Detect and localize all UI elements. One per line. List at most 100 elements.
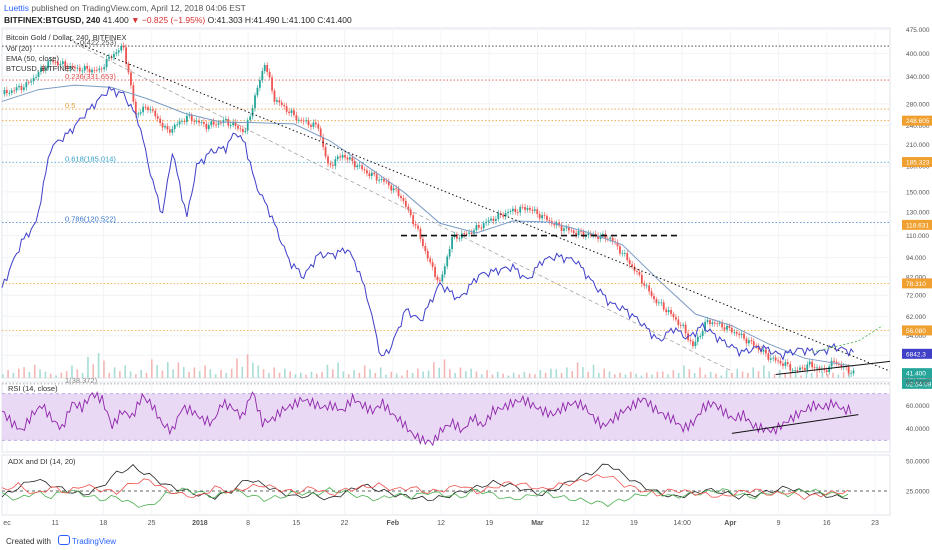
- candle-body: [419, 228, 422, 239]
- candle-body: [220, 122, 222, 124]
- candle-body: [61, 61, 64, 65]
- candle-body: [414, 224, 417, 226]
- candle-body: [59, 64, 62, 66]
- candle-body: [743, 333, 745, 339]
- candle-body: [755, 345, 758, 347]
- adx-tick-label: 50.0000: [906, 459, 930, 466]
- candle-body: [429, 258, 432, 263]
- volume-bar: [699, 367, 701, 378]
- candle-body: [319, 128, 322, 137]
- candle-body: [769, 358, 772, 360]
- rsi-band: [2, 393, 890, 441]
- candle-body: [565, 227, 568, 229]
- volume-bar: [300, 372, 302, 378]
- candle-body: [10, 90, 13, 93]
- candle-body: [818, 367, 821, 370]
- candle-body: [682, 324, 685, 326]
- volume-bar: [465, 371, 467, 378]
- candle-body: [49, 60, 52, 62]
- candle-body: [375, 174, 378, 181]
- candle-body: [334, 159, 337, 166]
- volume-bar: [571, 371, 574, 378]
- candle-body: [161, 123, 164, 128]
- candle-body: [577, 230, 580, 236]
- candle-body: [185, 115, 188, 122]
- current-value-tag-text: 41.400: [906, 371, 926, 378]
- price-tick-label: 340.000: [906, 74, 930, 81]
- candle-body: [130, 72, 132, 86]
- volume-bar: [246, 354, 249, 378]
- volume-bar: [172, 369, 174, 378]
- candle-body: [638, 271, 641, 275]
- candle-body: [694, 341, 697, 347]
- candle-body: [127, 63, 130, 73]
- candle-body: [407, 206, 410, 210]
- candle-body: [361, 165, 363, 170]
- volume-bar: [273, 367, 276, 378]
- footer-brand[interactable]: TradingView: [72, 537, 117, 546]
- candle-body: [482, 223, 485, 229]
- price-level-tag-text: 185.323: [906, 160, 930, 167]
- candle-body: [465, 233, 468, 235]
- candle-body: [20, 85, 23, 90]
- price-level-tag: [902, 115, 932, 126]
- candle-body: [273, 90, 276, 102]
- x-tick-label: 23: [871, 520, 879, 527]
- volume-bar: [284, 368, 286, 378]
- fib-level-label: 0.618(185.014): [65, 154, 116, 163]
- volume-bar: [454, 373, 456, 378]
- candle-body: [735, 332, 738, 334]
- candle-body: [40, 67, 42, 73]
- candle-body: [553, 223, 556, 226]
- volume-bar: [614, 374, 616, 378]
- candle-body: [794, 370, 797, 371]
- volume-bar: [459, 367, 462, 378]
- candle-body: [713, 322, 716, 324]
- volume-bar: [794, 373, 797, 378]
- candle-body: [541, 215, 543, 219]
- candle-body: [538, 214, 541, 219]
- candle-body: [662, 302, 665, 310]
- volume-bar: [182, 367, 185, 378]
- x-tick-label: 14:00: [673, 520, 691, 527]
- candle-body: [246, 120, 249, 131]
- candle-body: [752, 341, 755, 346]
- price-tick-label: 110.000: [906, 233, 929, 240]
- candle-body: [239, 128, 242, 130]
- candle-body: [5, 90, 8, 94]
- candle-body: [125, 47, 127, 64]
- volume-bar: [587, 371, 590, 378]
- volume-bar: [33, 364, 36, 378]
- candle-body: [816, 367, 818, 369]
- volume-bar: [65, 371, 68, 378]
- price-level-tag: [902, 278, 932, 289]
- volume-bar: [768, 371, 770, 378]
- candle-body: [468, 232, 471, 234]
- candle-body: [446, 256, 449, 267]
- tradingview-logo-icon: [58, 535, 70, 545]
- candle-body: [390, 185, 393, 191]
- author-link[interactable]: Luettis: [4, 3, 30, 13]
- volume-bar: [773, 374, 776, 378]
- volume-bar: [582, 367, 584, 378]
- candle-body: [368, 173, 371, 177]
- candle-body: [421, 238, 424, 246]
- candle-body: [730, 327, 733, 333]
- candle-body: [619, 246, 621, 254]
- volume-bar: [709, 371, 712, 378]
- candle-body: [716, 323, 719, 325]
- candle-body: [120, 45, 123, 51]
- candle-body: [706, 320, 709, 322]
- candle-body: [456, 234, 458, 239]
- candle-body: [672, 313, 675, 318]
- candle-body: [363, 169, 366, 171]
- volume-bar: [257, 365, 260, 378]
- price-tick-label: 54.000: [906, 333, 926, 340]
- volume-bar: [342, 371, 345, 378]
- candle-body: [434, 266, 436, 277]
- candle-body: [69, 66, 72, 70]
- candle-body: [507, 211, 509, 214]
- candle-body: [531, 209, 534, 211]
- volume-bar: [645, 372, 648, 378]
